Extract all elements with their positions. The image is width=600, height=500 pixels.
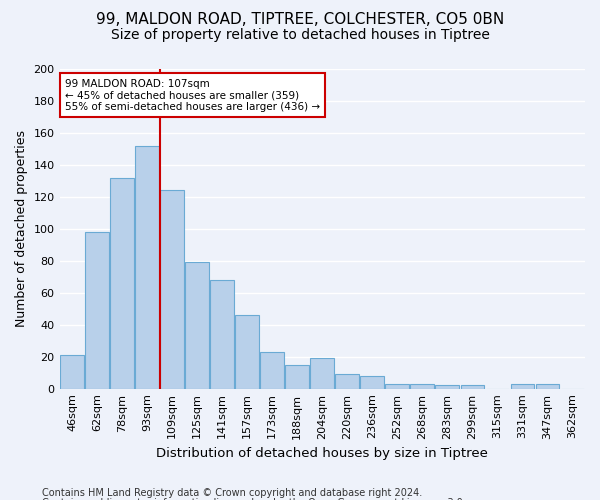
- Bar: [335, 374, 359, 388]
- Bar: [461, 386, 484, 388]
- Text: Contains HM Land Registry data © Crown copyright and database right 2024.: Contains HM Land Registry data © Crown c…: [42, 488, 422, 498]
- Text: 99 MALDON ROAD: 107sqm
← 45% of detached houses are smaller (359)
55% of semi-de: 99 MALDON ROAD: 107sqm ← 45% of detached…: [65, 78, 320, 112]
- Bar: [85, 232, 109, 388]
- Y-axis label: Number of detached properties: Number of detached properties: [15, 130, 28, 328]
- Bar: [385, 384, 409, 388]
- Bar: [110, 178, 134, 388]
- Text: 99, MALDON ROAD, TIPTREE, COLCHESTER, CO5 0BN: 99, MALDON ROAD, TIPTREE, COLCHESTER, CO…: [96, 12, 504, 28]
- Bar: [260, 352, 284, 389]
- Bar: [536, 384, 559, 388]
- Text: Size of property relative to detached houses in Tiptree: Size of property relative to detached ho…: [110, 28, 490, 42]
- Text: Contains public sector information licensed under the Open Government Licence v3: Contains public sector information licen…: [42, 498, 466, 500]
- Bar: [135, 146, 159, 388]
- Bar: [160, 190, 184, 388]
- Bar: [511, 384, 535, 388]
- Bar: [361, 376, 384, 388]
- Bar: [286, 364, 309, 388]
- Bar: [310, 358, 334, 388]
- Bar: [60, 355, 84, 388]
- Bar: [436, 386, 459, 388]
- X-axis label: Distribution of detached houses by size in Tiptree: Distribution of detached houses by size …: [157, 447, 488, 460]
- Bar: [185, 262, 209, 388]
- Bar: [410, 384, 434, 388]
- Bar: [210, 280, 234, 388]
- Bar: [235, 315, 259, 388]
